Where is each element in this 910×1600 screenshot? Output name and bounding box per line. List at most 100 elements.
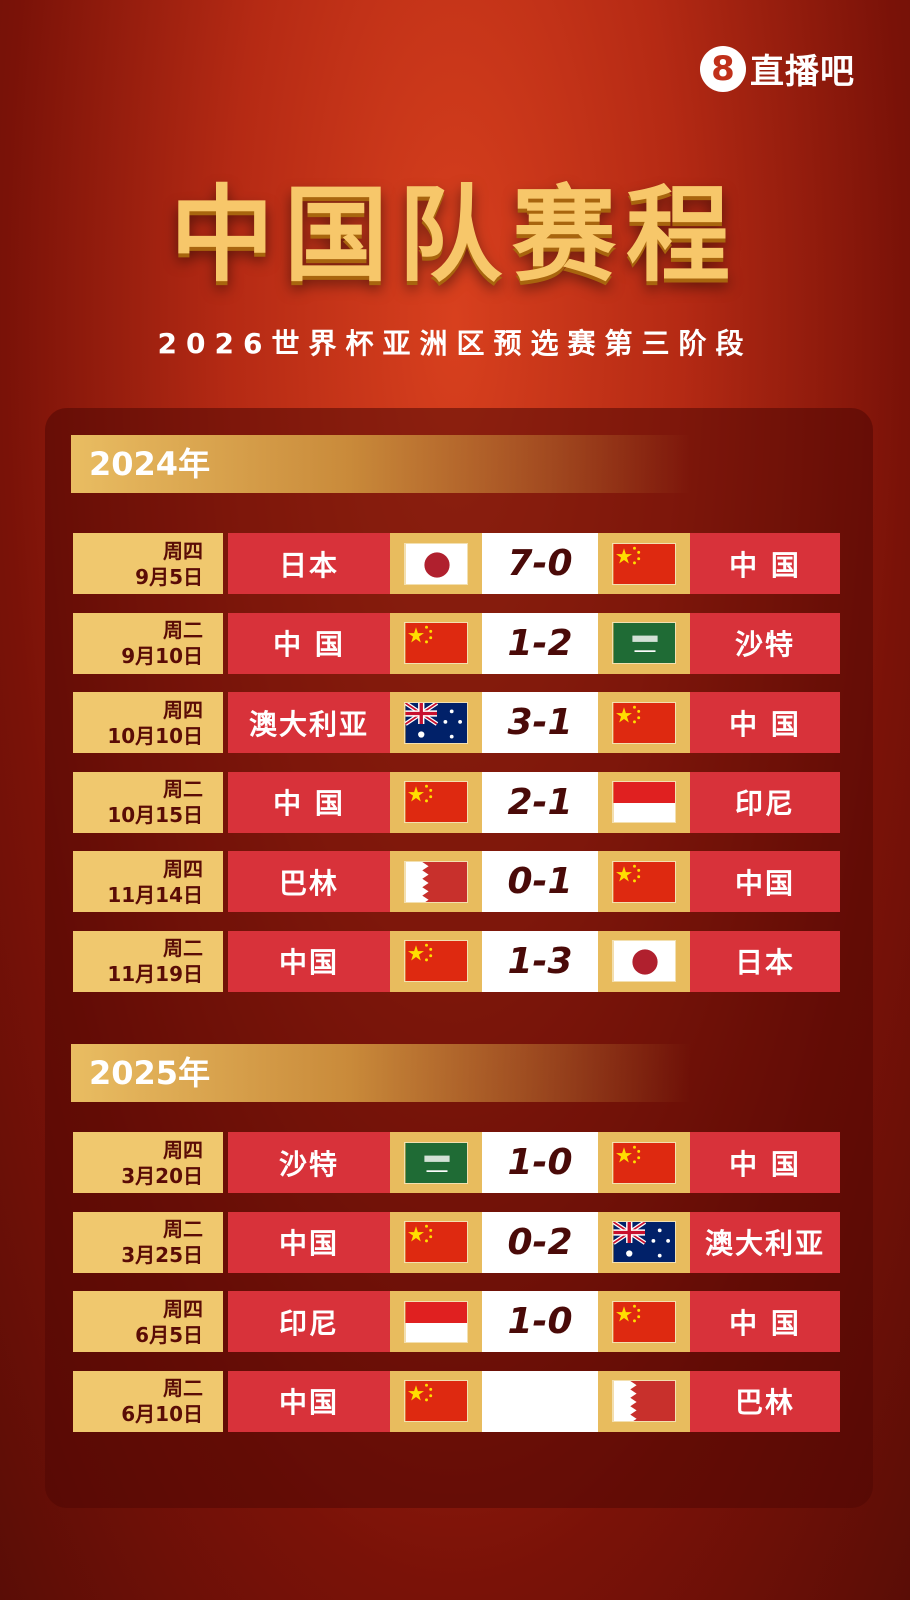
match-row: 周四 11月14日 巴林 0-1 中国: [73, 851, 840, 912]
match-date: 周二 10月15日: [73, 771, 223, 833]
date: 3月20日: [121, 1163, 203, 1188]
home-team: 澳大利亚: [228, 692, 390, 753]
match-score: [482, 1370, 598, 1432]
match-score: 3-1: [482, 692, 598, 753]
china-flag-icon: [404, 781, 468, 823]
home-flag-cell: [390, 930, 482, 992]
away-flag-cell: [598, 930, 690, 992]
match-date: 周四 11月14日: [73, 851, 223, 912]
match-score: 2-1: [482, 771, 598, 833]
brand-name: 直播吧: [750, 52, 855, 92]
logo-mark: 8: [700, 45, 746, 92]
match-date: 周四 9月5日: [73, 533, 223, 594]
date: 6月10日: [121, 1402, 203, 1426]
away-flag-cell: [598, 1132, 690, 1193]
bahrain-flag-icon: [404, 860, 468, 903]
date: 10月10日: [107, 723, 203, 748]
away-team: 中 国: [690, 1291, 840, 1352]
weekday: 周四: [163, 856, 203, 881]
home-flag-cell: [390, 771, 482, 833]
china-flag-icon: [404, 622, 468, 664]
away-team: 沙特: [690, 612, 840, 674]
home-team: 中 国: [228, 771, 390, 833]
match-date: 周二 3月25日: [73, 1211, 223, 1273]
match-row: 周二 3月25日 中国 0-2 澳大利亚: [73, 1211, 840, 1273]
weekday: 周四: [163, 1137, 203, 1162]
weekday: 周二: [163, 936, 203, 960]
match-score: 0-1: [482, 851, 598, 912]
match-row: 周二 6月10日 中国 巴林: [73, 1370, 840, 1432]
home-team: 印尼: [228, 1291, 390, 1352]
match-row: 周四 9月5日 日本 7-0 中 国: [73, 533, 840, 594]
match-row: 周二 11月19日 中国 1-3 日本: [73, 930, 840, 992]
china-flag-icon: [612, 860, 676, 903]
away-team: 印尼: [690, 771, 840, 833]
home-team: 中国: [228, 930, 390, 992]
date: 9月10日: [121, 644, 203, 668]
home-team: 中 国: [228, 612, 390, 674]
japan-flag-icon: [612, 940, 676, 982]
home-team: 中国: [228, 1370, 390, 1432]
match-row: 周二 9月10日 中 国 1-2 沙特: [73, 612, 840, 674]
china-flag-icon: [404, 1380, 468, 1422]
home-flag-cell: [390, 612, 482, 674]
weekday: 周二: [163, 1217, 203, 1241]
away-team: 日本: [690, 930, 840, 992]
date: 10月15日: [107, 803, 203, 827]
home-team: 日本: [228, 533, 390, 594]
weekday: 周四: [163, 1296, 203, 1321]
indonesia-flag-icon: [612, 781, 676, 823]
year-header: 2025年: [71, 1044, 691, 1102]
match-row: 周四 3月20日 沙特 1-0 中 国: [73, 1132, 840, 1193]
match-score: 1-3: [482, 930, 598, 992]
away-team: 巴林: [690, 1370, 840, 1432]
away-team: 中 国: [690, 533, 840, 594]
match-row: 周四 6月5日 印尼 1-0 中 国: [73, 1291, 840, 1352]
away-flag-cell: [598, 692, 690, 753]
away-flag-cell: [598, 1291, 690, 1352]
date: 3月25日: [121, 1243, 203, 1267]
match-score: 7-0: [482, 533, 598, 594]
weekday: 周二: [163, 618, 203, 642]
match-date: 周四 3月20日: [73, 1132, 223, 1193]
away-team: 中国: [690, 851, 840, 912]
date: 9月5日: [135, 564, 203, 589]
poster-title: 中国队赛程: [169, 174, 740, 296]
home-flag-cell: [390, 851, 482, 912]
home-flag-cell: [390, 1370, 482, 1432]
match-date: 周四 10月10日: [73, 692, 223, 753]
away-flag-cell: [598, 1211, 690, 1273]
home-flag-cell: [390, 1211, 482, 1273]
saudi-flag-icon: [612, 622, 676, 664]
away-flag-cell: [598, 533, 690, 594]
home-flag-cell: [390, 1132, 482, 1193]
home-flag-cell: [390, 533, 482, 594]
weekday: 周二: [163, 1376, 203, 1400]
home-team: 中国: [228, 1211, 390, 1273]
date: 11月14日: [107, 882, 203, 907]
match-score: 0-2: [482, 1211, 598, 1273]
away-flag-cell: [598, 1370, 690, 1432]
match-score: 1-0: [482, 1132, 598, 1193]
indonesia-flag-icon: [404, 1300, 468, 1343]
home-team: 沙特: [228, 1132, 390, 1193]
year-header: 2024年: [71, 435, 691, 493]
match-score: 1-2: [482, 612, 598, 674]
australia-flag-icon: [404, 701, 468, 744]
match-date: 周二 11月19日: [73, 930, 223, 992]
away-flag-cell: [598, 612, 690, 674]
date: 6月5日: [135, 1322, 203, 1347]
saudi-flag-icon: [404, 1141, 468, 1184]
match-row: 周二 10月15日 中 国 2-1 印尼: [73, 771, 840, 833]
away-team: 澳大利亚: [690, 1211, 840, 1273]
china-flag-icon: [612, 701, 676, 744]
weekday: 周四: [163, 538, 203, 563]
away-team: 中 国: [690, 1132, 840, 1193]
bahrain-flag-icon: [612, 1380, 676, 1422]
china-flag-icon: [404, 940, 468, 982]
home-flag-cell: [390, 1291, 482, 1352]
zhibo8-logo: 8 直播吧: [700, 44, 855, 93]
japan-flag-icon: [404, 542, 468, 585]
china-flag-icon: [404, 1221, 468, 1263]
match-score: 1-0: [482, 1291, 598, 1352]
